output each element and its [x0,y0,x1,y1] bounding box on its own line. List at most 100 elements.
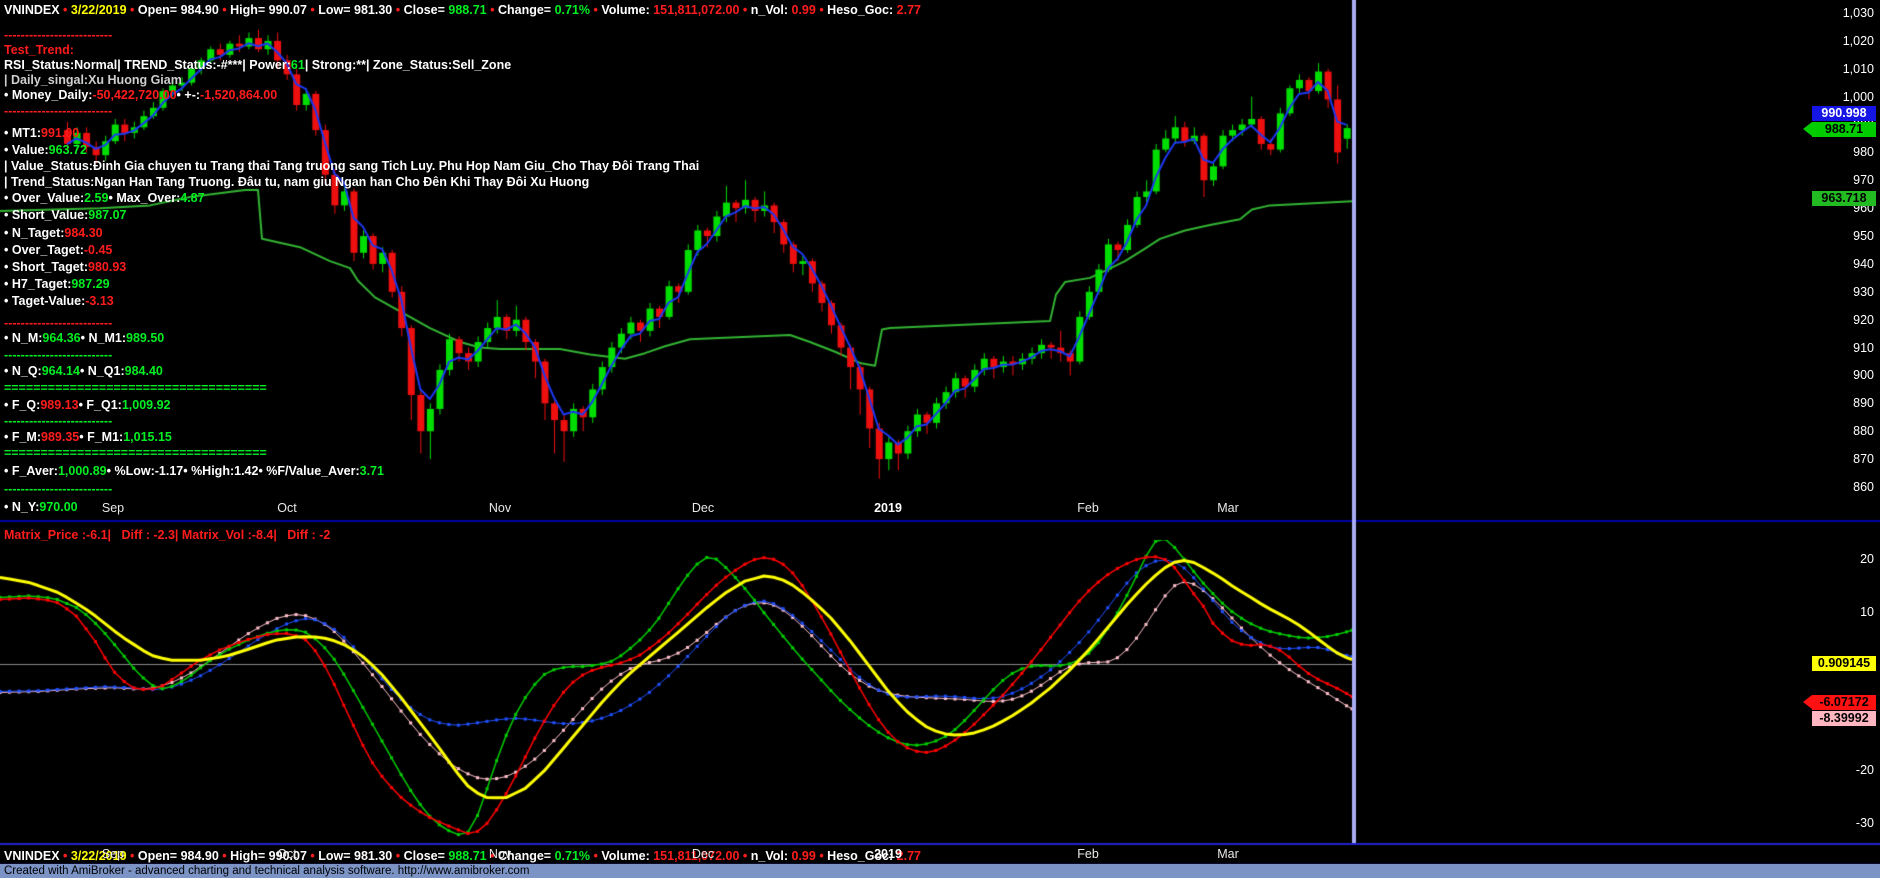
overlay-text-line: • Taget-Value:-3.13 [4,294,114,308]
date-axis-label: Dec [691,847,715,861]
status-bar-text: Created with AmiBroker - advanced charti… [4,865,530,877]
axis-tick-label: 940 [1853,256,1874,271]
overlay-text-line: • F_Q:989.13• F_Q1:1,009.92 [4,398,171,412]
date-axis-label: Dec [691,501,715,515]
axis-value-badge: 988.71 [1803,122,1876,137]
text-segment: Test_Trend: [4,43,74,57]
overlay-text-line: ==================================== [4,381,267,395]
text-segment: • Taget-Value: [4,294,86,308]
date-axis-label: 2019 [874,847,902,861]
text-segment: • Value: [4,143,49,157]
text-segment: • F_Q: [4,398,41,412]
overlay-text-line: ==================================== [4,446,267,460]
badge-arrow-icon [1803,122,1812,136]
text-segment: 990.07 [268,3,307,17]
axis-value-badge: 963.718 [1812,191,1876,206]
text-segment: • Max_Over: [108,191,181,205]
overlay-text-line: • Over_Taget:-0.45 [4,243,112,257]
date-axis-label: Oct [277,847,297,861]
text-segment: 0.99 [791,849,816,863]
overlay-text-line: -------------------------- [4,104,112,118]
text-segment: 987.29 [71,277,110,291]
text-segment: • MT1: [4,126,42,140]
text-segment: 1,009.92 [121,398,171,412]
date-axis-label: Feb [1077,847,1099,861]
overlay-text-line: -------------------------- [4,348,112,362]
text-segment: • F_M1: [79,430,124,444]
text-segment: • [126,849,138,863]
text-segment: 0.71% [554,849,591,863]
text-segment: 984.90 [180,849,219,863]
overlay-text-line: • Short_Value:987.07 [4,208,127,222]
text-segment: 3.71 [359,464,384,478]
text-segment: -1,520,864.00 [200,88,278,102]
badge-arrow-icon [1803,695,1812,709]
text-segment: 981.30 [354,3,393,17]
text-segment: RSI_Status:Normal| TREND_Status:-#***| P… [4,58,291,72]
text-segment: Low= [318,849,355,863]
text-segment: • [218,3,231,17]
text-segment: | Value_Status:Đinh Gia chuyen tu Trang … [4,159,700,173]
axis-value-badge: -8.39992 [1812,711,1876,726]
text-segment: -50,422,720.00 [92,88,177,102]
text-segment: • Short_Value: [4,208,89,222]
overlay-text-line: RSI_Status:Normal| TREND_Status:-#***| P… [4,58,511,72]
text-segment: High= [230,849,269,863]
date-axis-label: Mar [1217,501,1239,515]
overlay-text-line: -------------------------- [4,28,112,42]
text-segment: • [815,849,828,863]
text-segment: • [306,3,319,17]
overlay-text-line: • F_M:989.35• F_M1:1,015.15 [4,430,172,444]
text-segment: 964.14 [41,364,80,378]
axis-tick-label: 930 [1853,284,1874,299]
date-axis-label: Sep [101,501,125,515]
text-segment: • N_M: [4,331,43,345]
axis-tick-label: 1,020 [1842,33,1874,48]
text-segment: -------------------------- [4,414,113,428]
text-segment: • N_Q: [4,364,42,378]
text-segment: • [126,3,138,17]
text-segment: 990.07 [268,849,307,863]
text-segment: • [739,849,751,863]
text-segment: 4.87 [180,191,205,205]
text-segment: -------------------------- [4,104,113,118]
text-segment: 3/22/2019 [70,849,127,863]
text-segment: VNINDEX [4,849,60,863]
axis-tick-label: 1,000 [1842,89,1874,104]
text-segment: 151,811,072.00 [653,3,740,17]
date-axis-label: Feb [1077,501,1099,515]
text-segment: • [486,3,498,17]
text-segment: 964.36 [42,331,81,345]
text-segment: 987.07 [88,208,127,222]
text-segment: VNINDEX [4,3,60,17]
text-segment: | Daily_singal:Xu Huong Giam [4,73,182,87]
date-axis-label: Nov [488,501,512,515]
text-segment: • Short_Taget: [4,260,89,274]
text-segment: n_Vol: [750,3,792,17]
text-segment: 0.99 [791,3,816,17]
date-axis-label: Mar [1217,847,1239,861]
text-segment: 2.77 [896,3,921,17]
text-segment: Open= [137,3,181,17]
text-segment: 989.35 [41,430,80,444]
text-segment: Change= [497,849,555,863]
text-segment: • [392,3,404,17]
text-segment: 989.50 [126,331,165,345]
text-segment: • N_Y: [4,500,40,514]
axis-tick-label: 10 [1860,604,1874,619]
text-segment: 0.71% [554,3,591,17]
text-segment: -------------------------- [4,316,113,330]
text-segment: • N_Taget: [4,226,65,240]
text-segment: -------------------------- [4,28,113,42]
text-segment: • F_Q1: [78,398,122,412]
overlay-text-line: -------------------------- [4,482,112,496]
axis-value-badge: -6.07172 [1803,695,1876,710]
overlay-text-line: • H7_Taget:987.29 [4,277,110,291]
text-segment: 988.71 [448,849,487,863]
text-segment: 2.77 [896,849,921,863]
axis-tick-label: 920 [1853,312,1874,327]
text-segment: 1,000.89 [57,464,107,478]
text-segment: 2.59 [84,191,109,205]
